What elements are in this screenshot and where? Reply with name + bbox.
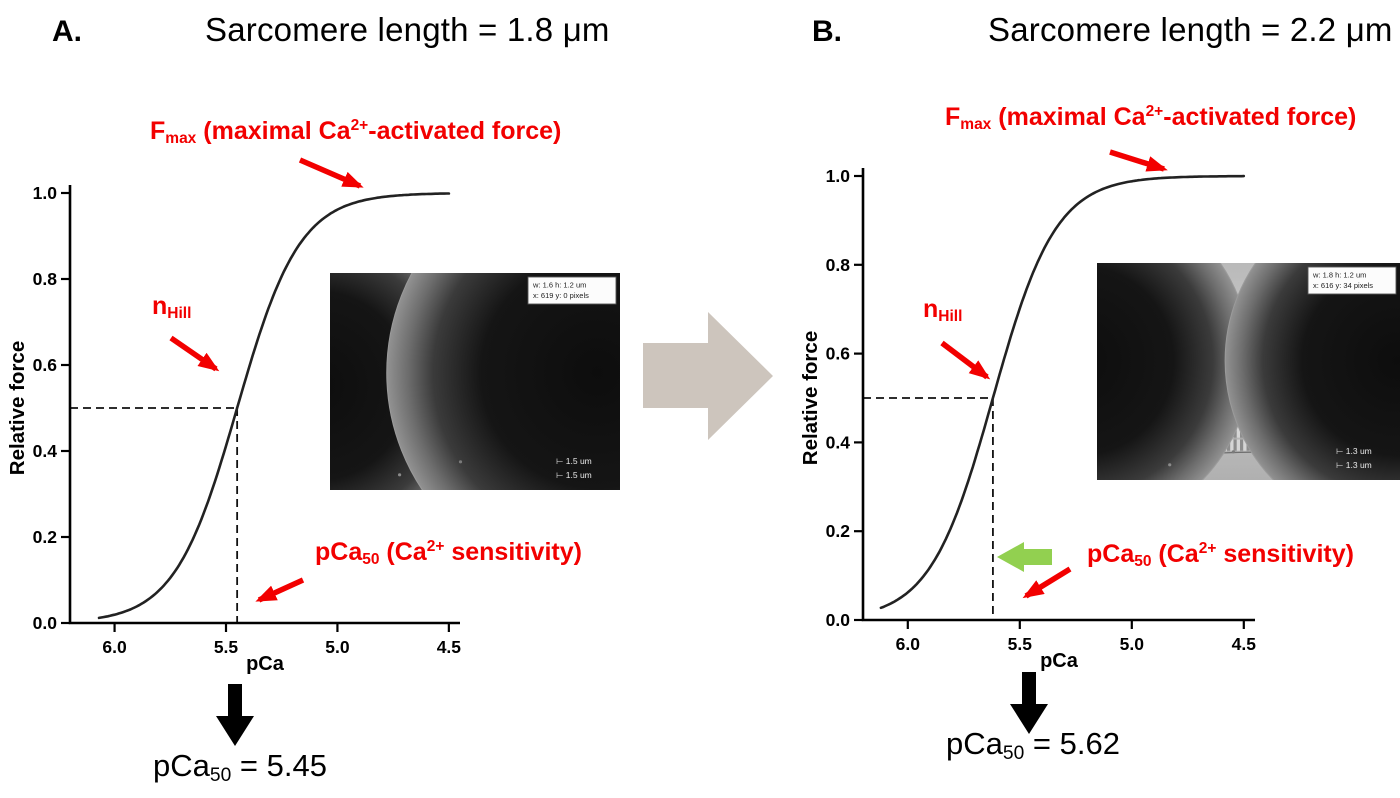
fmax-arrow-b [1109,149,1168,172]
nhill-symbol: n [923,295,939,323]
pca50-annotation-a: pCa50 (Ca2+ sensitivity) [315,538,582,569]
left-pipette-bead [1097,263,1252,480]
y-tick-label: 1.0 [33,183,58,203]
pca50-result-a: pCa50 = 5.45 [135,748,345,787]
fmax-text-end: -activated force) [1163,103,1357,131]
leftward-shift-arrow [997,542,1052,572]
y-tick-label: 0.6 [33,355,58,375]
micrograph-scale-line2: ⊢ 1.5 um [556,470,592,480]
micrograph-info-line2: x: 616 y: 34 pixels [1313,281,1373,290]
panel-a-title: Sarcomere length = 1.8 μm [205,11,610,48]
nhill-annotation-a: nHill [152,292,191,323]
micrograph-info-box [1307,266,1397,295]
pca50-text-end: sensitivity) [444,538,582,566]
pca50-annotation-b: pCa50 (Ca2+ sensitivity) [1087,540,1354,571]
pca50-text: (Ca [1151,540,1199,568]
result-subscript: 50 [209,765,232,786]
result-symbol: pCa [946,726,1003,761]
x-axis-title: pCa [1040,650,1079,672]
y-tick-label: 0.0 [826,610,851,630]
fmax-annotation-a: Fmax (maximal Ca2+-activated force) [150,117,561,148]
ca-superscript: 2+ [426,538,445,555]
micrograph-info-line1: w: 1.6 h: 1.2 um [532,281,586,290]
pca50-symbol: pCa [315,538,363,566]
y-tick-label: 0.4 [826,432,851,452]
nhill-arrow-a [169,335,220,372]
nhill-subscript: Hill [167,305,192,322]
x-tick-label: 4.5 [1232,634,1257,654]
force-pca-plot-A: 0.0 0.2 0.4 0.6 0.8 1.0 6.0 5.5 5.0 4.5 pCa Relativ… [6,183,461,675]
pca50-text-end: sensitivity) [1216,540,1354,568]
nhill-annotation-b: nHill [923,295,962,326]
pca50-symbol: pCa [1087,540,1135,568]
micrograph-info-line2: x: 619 y: 0 pixels [533,291,589,300]
micrograph-scale-line1: ⊢ 1.5 um [556,456,592,466]
pca50-subscript: 50 [362,551,380,568]
fmax-text: (maximal Ca [991,103,1146,131]
ca-superscript: 2+ [350,117,369,134]
result-value: = 5.62 [1024,726,1120,761]
y-tick-label: 0.2 [33,527,58,547]
fmax-text-end: -activated force) [368,117,562,145]
panel-transition-arrow [643,312,773,440]
y-tick-label: 0.2 [826,521,851,541]
right-pipette-bead [1224,263,1400,480]
x-tick-label: 5.5 [214,637,239,657]
y-axis-title: Relative force [6,341,29,475]
panel-b-title: Sarcomere length = 2.2 μm [988,11,1393,48]
result-symbol: pCa [153,748,210,783]
y-tick-label: 1.0 [826,166,851,186]
down-arrow-b [1010,672,1048,734]
muscle-fiber-micrograph: w: 1.6 h: 1.2 umx: 619 y: 0 pixels ⊢ 1.5 … [330,273,620,490]
y-tick-label: 0.6 [826,344,851,364]
fmax-subscript: max [960,116,992,133]
x-axis-title: pCa [246,653,285,675]
fmax-symbol: F [945,103,961,131]
x-tick-label: 6.0 [102,637,127,657]
y-tick-label: 0.4 [33,441,58,461]
ca-superscript: 2+ [1198,540,1217,557]
down-arrow-a [216,684,254,746]
fmax-subscript: max [165,130,197,147]
result-subscript: 50 [1002,743,1025,764]
result-value: = 5.45 [231,748,327,783]
y-tick-label: 0.8 [33,269,58,289]
force-pca-curve [879,174,1246,610]
ca-superscript: 2+ [1145,103,1164,120]
pca50-arrow-a [255,577,305,603]
fmax-symbol: F [150,117,166,145]
fmax-text: (maximal Ca [196,117,351,145]
micrograph-scale-line2: ⊢ 1.3 um [1336,460,1372,470]
micrograph-scale-line1: ⊢ 1.3 um [1336,446,1372,456]
pca50-result-b: pCa50 = 5.62 [928,726,1138,765]
pca50-subscript: 50 [1134,553,1152,570]
fmax-annotation-b: Fmax (maximal Ca2+-activated force) [945,103,1356,134]
pca50-text: (Ca [379,538,427,566]
fmax-arrow-a [298,157,364,189]
pca50-arrow-b [1022,566,1072,599]
micrograph-info-line1: w: 1.8 h: 1.2 um [1312,271,1366,280]
y-axis-title: Relative force [799,331,822,465]
muscle-fiber-micrograph: w: 1.8 h: 1.2 umx: 616 y: 34 pixels ⊢ 1.3… [1097,263,1400,480]
right-pipette-bead [386,273,620,490]
panel-a-label: A. [52,15,82,48]
x-tick-label: 5.0 [325,637,350,657]
micrograph-info-box [527,276,617,305]
x-tick-label: 5.0 [1120,634,1145,654]
x-tick-label: 5.5 [1008,634,1033,654]
x-tick-label: 6.0 [896,634,921,654]
force-pca-curve [97,192,451,620]
y-tick-label: 0.8 [826,255,851,275]
nhill-symbol: n [152,292,168,320]
x-tick-label: 4.5 [437,637,462,657]
nhill-subscript: Hill [938,308,963,325]
panel-b-label: B. [812,15,842,48]
y-tick-label: 0.0 [33,613,58,633]
force-pca-plot-B: 0.0 0.2 0.4 0.6 0.8 1.0 6.0 5.5 5.0 4.5 pCa Relativ… [799,166,1256,672]
nhill-arrow-b [940,340,991,380]
